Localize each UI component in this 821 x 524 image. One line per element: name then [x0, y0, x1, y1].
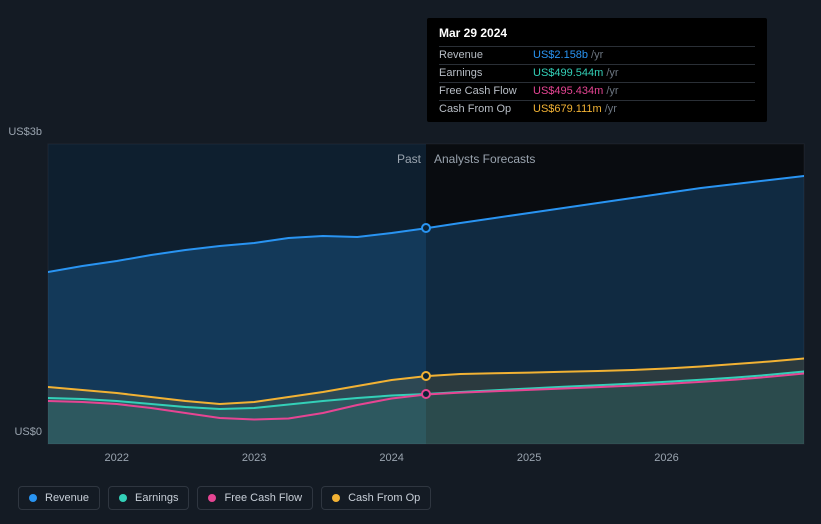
tooltip-value: US$679.111m [533, 103, 602, 115]
legend-swatch [119, 494, 127, 502]
tooltip-metric: Revenue [439, 49, 533, 61]
legend-label: Revenue [45, 492, 89, 504]
tooltip-value: US$499.544m [533, 67, 603, 79]
legend-label: Cash From Op [348, 492, 420, 504]
x-axis-label: 2023 [242, 452, 266, 464]
legend-item-cash_from_op[interactable]: Cash From Op [321, 486, 431, 510]
legend-swatch [208, 494, 216, 502]
tooltip: Mar 29 2024 RevenueUS$2.158b/yrEarningsU… [427, 18, 767, 122]
tooltip-metric: Earnings [439, 67, 533, 79]
legend: Revenue Earnings Free Cash Flow Cash From O… [18, 486, 431, 510]
legend-item-free_cash_flow[interactable]: Free Cash Flow [197, 486, 313, 510]
tooltip-value: US$495.434m [533, 85, 603, 97]
tooltip-unit: /yr [606, 85, 618, 97]
tooltip-row: Free Cash FlowUS$495.434m/yr [439, 82, 755, 100]
tooltip-unit: /yr [605, 103, 617, 115]
series-marker [421, 371, 431, 381]
tooltip-row: EarningsUS$499.544m/yr [439, 64, 755, 82]
legend-item-revenue[interactable]: Revenue [18, 486, 100, 510]
forecast-label: Analysts Forecasts [434, 152, 535, 166]
tooltip-unit: /yr [591, 49, 603, 61]
chart-container: US$3b US$0 Past Analysts Forecasts 20222… [0, 0, 821, 524]
x-axis-label: 2022 [104, 452, 128, 464]
series-marker [421, 389, 431, 399]
tooltip-row: RevenueUS$2.158b/yr [439, 46, 755, 64]
series-marker [421, 223, 431, 233]
tooltip-unit: /yr [606, 67, 618, 79]
legend-label: Earnings [135, 492, 178, 504]
x-axis-label: 2026 [654, 452, 678, 464]
tooltip-value: US$2.158b [533, 49, 588, 61]
legend-swatch [332, 494, 340, 502]
tooltip-metric: Cash From Op [439, 103, 533, 115]
legend-label: Free Cash Flow [224, 492, 302, 504]
past-label: Past [366, 152, 421, 166]
tooltip-title: Mar 29 2024 [439, 26, 755, 40]
x-axis-label: 2025 [517, 452, 541, 464]
tooltip-metric: Free Cash Flow [439, 85, 533, 97]
x-axis-label: 2024 [379, 452, 403, 464]
legend-item-earnings[interactable]: Earnings [108, 486, 189, 510]
tooltip-row: Cash From OpUS$679.111m/yr [439, 100, 755, 118]
legend-swatch [29, 494, 37, 502]
